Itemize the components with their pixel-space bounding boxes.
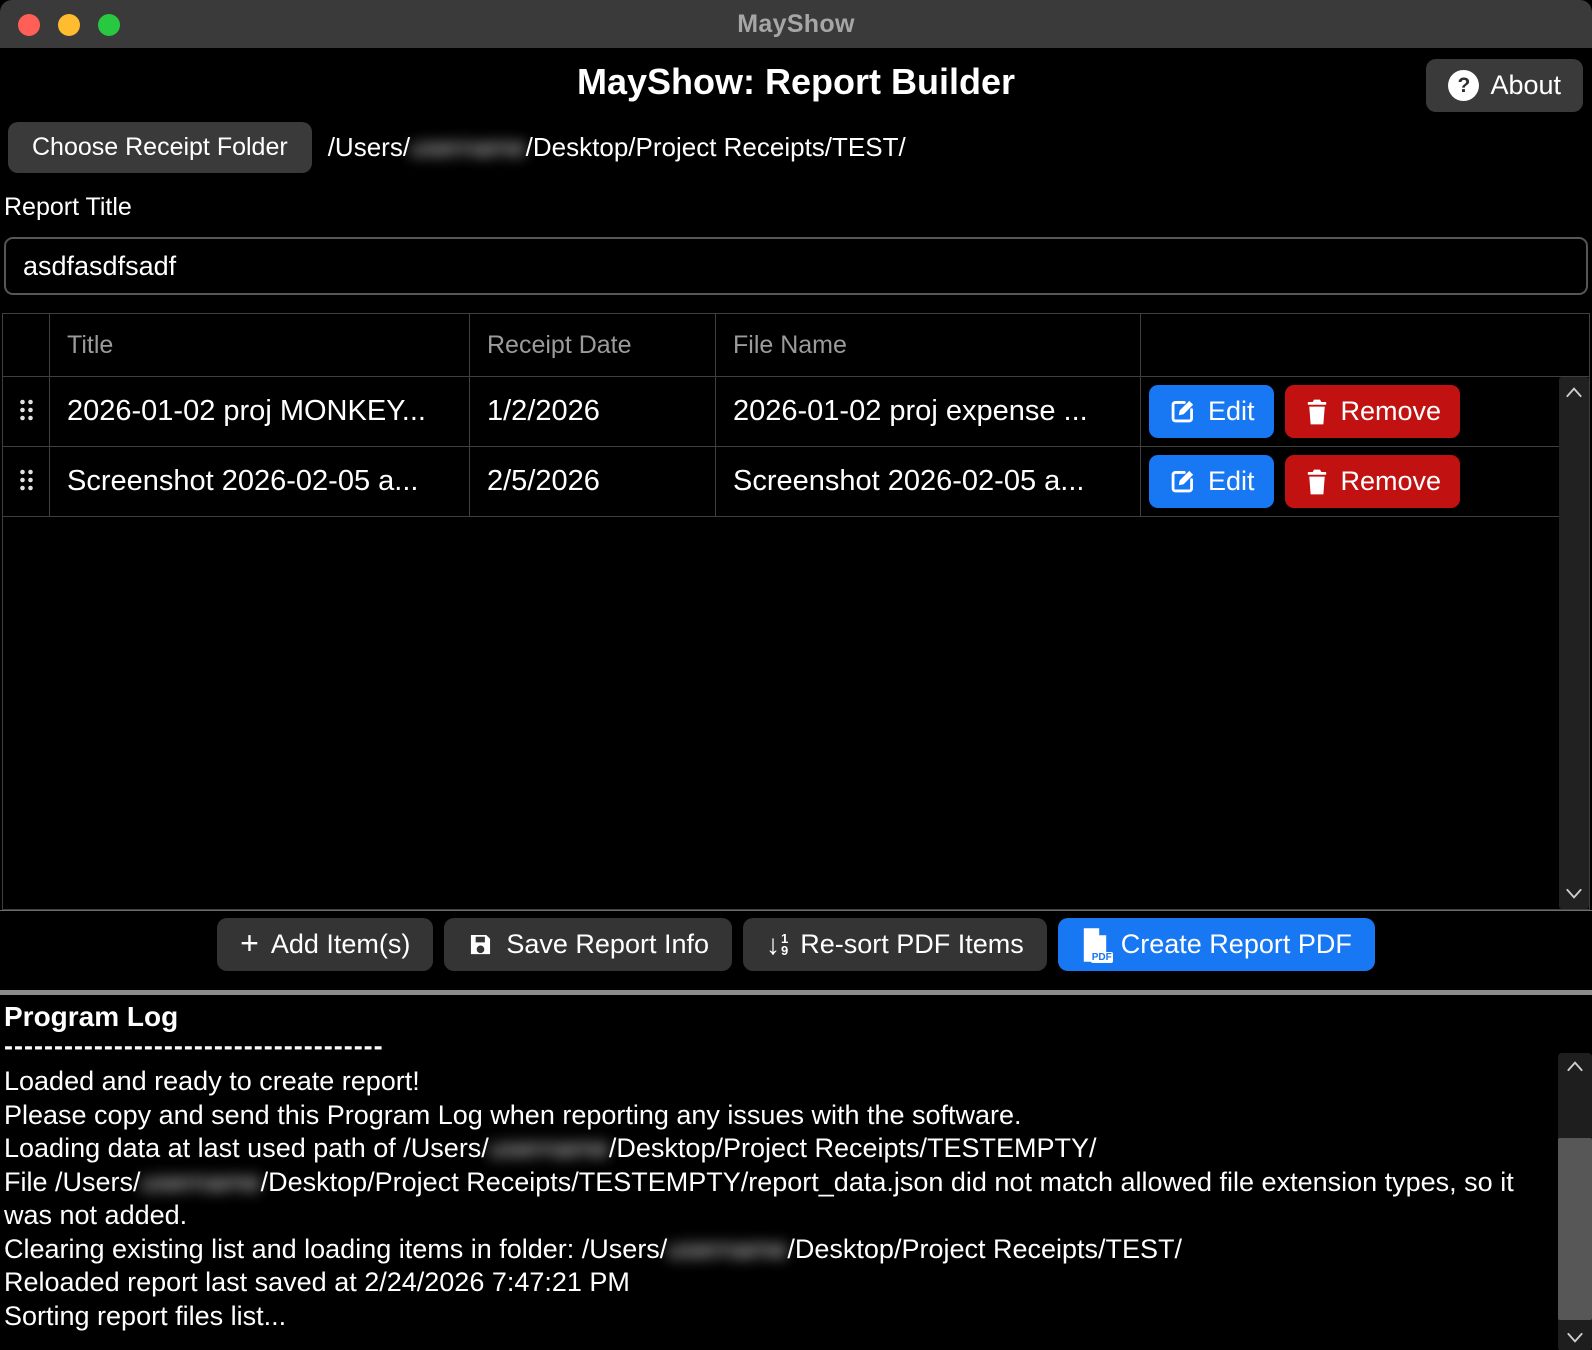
header-handle-spacer: [3, 314, 49, 376]
path-redacted-username: username: [410, 132, 526, 162]
header-receipt-date: Receipt Date: [469, 314, 715, 376]
plus-icon: +: [240, 925, 259, 961]
log-line: Clearing existing list and loading items…: [4, 1233, 1183, 1264]
remove-button-label: Remove: [1340, 466, 1442, 496]
traffic-lights: [18, 14, 120, 36]
create-report-pdf-label: Create Report PDF: [1120, 929, 1352, 959]
about-button-label: About: [1490, 70, 1561, 100]
path-prefix: /Users/: [327, 132, 411, 162]
drag-handle-dots-icon[interactable]: [14, 393, 39, 430]
cell-file-name: Screenshot 2026-02-05 a...: [715, 447, 1140, 516]
log-line: Loading data at last used path of /Users…: [4, 1133, 1097, 1163]
edit-button-label: Edit: [1208, 466, 1255, 496]
log-line: File /Users/username/Desktop/Project Rec…: [4, 1166, 1514, 1231]
cell-file-name: 2026-01-02 proj expense ...: [715, 377, 1140, 446]
action-toolbar: + Add Item(s) Save Report Info ↓ 1 9 Re-…: [0, 910, 1592, 990]
program-log-section: Program Log ----------------------------…: [0, 995, 1592, 1350]
pen-square-icon: [1168, 397, 1197, 426]
log-line: Please copy and send this Program Log wh…: [4, 1099, 1022, 1130]
edit-button[interactable]: Edit: [1149, 455, 1274, 508]
log-redacted-username: username: [140, 1166, 261, 1197]
resort-pdf-items-button[interactable]: ↓ 1 9 Re-sort PDF Items: [743, 918, 1047, 971]
report-items-table: Title Receipt Date File Name 2026-01-02 …: [2, 313, 1590, 910]
chevron-down-icon[interactable]: [1565, 1331, 1585, 1345]
log-line: Loaded and ready to create report!: [4, 1066, 420, 1096]
log-line: Sorting report files list...: [4, 1300, 287, 1331]
receipt-folder-path: /Users/username/Desktop/Project Receipts…: [328, 132, 906, 163]
edit-button-label: Edit: [1208, 396, 1255, 426]
drag-dots-glyph: [19, 399, 33, 421]
chevron-up-icon[interactable]: [1565, 1059, 1585, 1073]
pen-square-icon: [1168, 467, 1197, 496]
page-title: MayShow: Report Builder: [576, 61, 1016, 102]
log-redacted-username: username: [488, 1133, 609, 1163]
log-line: Reloaded report last saved at 2/24/2026 …: [4, 1267, 630, 1297]
digit-nine: 9: [781, 942, 789, 958]
report-title-input[interactable]: [4, 237, 1588, 295]
table-scrollbar[interactable]: [1559, 377, 1589, 909]
question-circle-icon: ?: [1448, 70, 1480, 101]
cell-title: Screenshot 2026-02-05 a...: [49, 447, 469, 516]
save-report-info-label: Save Report Info: [506, 929, 709, 959]
save-report-info-button[interactable]: Save Report Info: [444, 918, 732, 971]
cell-title: 2026-01-02 proj MONKEY...: [49, 377, 469, 446]
log-redacted-username: username: [667, 1233, 788, 1264]
folder-row: Choose Receipt Folder /Users/username/De…: [0, 122, 1592, 173]
log-scrollbar-thumb[interactable]: [1558, 1138, 1592, 1320]
pdf-file-icon: PDF: [1081, 927, 1113, 963]
sort-numeric-down-icon: ↓ 1 9: [766, 928, 789, 960]
table-rows: 2026-01-02 proj MONKEY... 1/2/2026 2026-…: [3, 377, 1559, 909]
remove-button[interactable]: Remove: [1284, 455, 1461, 508]
report-title-label: Report Title: [4, 193, 132, 221]
header-title: Title: [49, 314, 469, 376]
drag-dots-glyph: [19, 469, 33, 491]
header-actions-spacer: [1140, 314, 1589, 376]
add-items-label: Add Item(s): [270, 929, 411, 959]
window-title: MayShow: [737, 9, 855, 38]
table-header-row: Title Receipt Date File Name: [3, 314, 1589, 377]
remove-button-label: Remove: [1340, 396, 1442, 426]
create-report-pdf-button[interactable]: PDF Create Report PDF: [1057, 918, 1375, 971]
digit-one: 1: [781, 931, 789, 947]
header-file-name: File Name: [715, 314, 1140, 376]
chevron-up-icon[interactable]: [1564, 385, 1584, 399]
path-suffix: /Desktop/Project Receipts/TEST/: [525, 132, 906, 162]
program-log-heading: Program Log: [4, 1001, 179, 1032]
table-body: 2026-01-02 proj MONKEY... 1/2/2026 2026-…: [3, 377, 1589, 909]
pdf-badge-label: PDF: [1090, 951, 1113, 963]
about-button[interactable]: ? About: [1426, 59, 1583, 112]
titlebar: MayShow: [0, 0, 1592, 48]
header-row: MayShow: Report Builder ? About: [0, 48, 1592, 116]
remove-button[interactable]: Remove: [1284, 385, 1461, 438]
resort-pdf-items-label: Re-sort PDF Items: [800, 929, 1024, 959]
floppy-disk-icon: [467, 931, 494, 958]
minimize-window-button[interactable]: [58, 14, 80, 36]
edit-button[interactable]: Edit: [1149, 385, 1274, 438]
drag-handle-dots-icon[interactable]: [14, 463, 39, 500]
choose-receipt-folder-button[interactable]: Choose Receipt Folder: [8, 122, 312, 173]
chevron-down-icon[interactable]: [1564, 887, 1584, 901]
down-arrow-glyph: ↓: [766, 928, 780, 960]
add-items-button[interactable]: + Add Item(s): [217, 918, 434, 971]
cell-receipt-date: 1/2/2026: [469, 377, 715, 446]
cell-receipt-date: 2/5/2026: [469, 447, 715, 516]
trash-icon: [1304, 468, 1330, 496]
table-row: Screenshot 2026-02-05 a... 2/5/2026 Scre…: [3, 447, 1559, 517]
log-separator: [0, 990, 1592, 995]
table-row: 2026-01-02 proj MONKEY... 1/2/2026 2026-…: [3, 377, 1559, 447]
program-log-divider: --------------------------------------: [4, 1031, 384, 1061]
trash-icon: [1304, 398, 1330, 426]
zoom-window-button[interactable]: [98, 14, 120, 36]
close-window-button[interactable]: [18, 14, 40, 36]
program-log-lines: Loaded and ready to create report! Pleas…: [4, 1065, 1592, 1333]
